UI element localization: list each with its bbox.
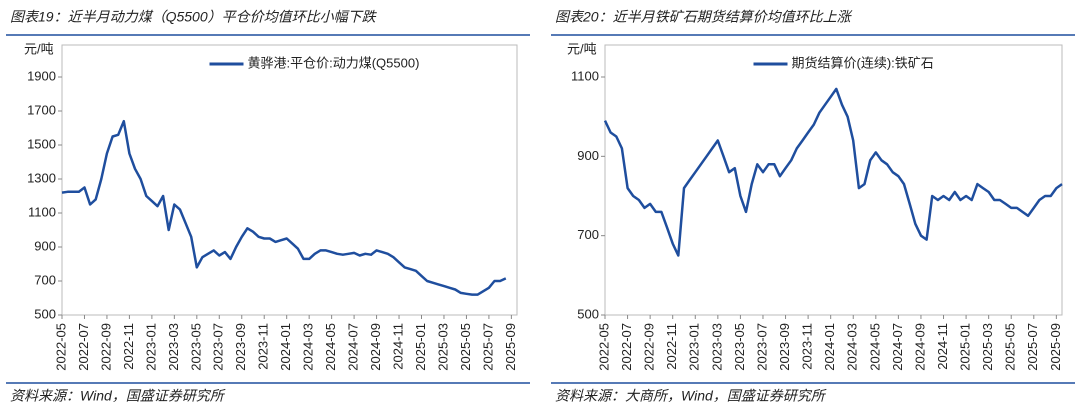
plot-frame xyxy=(604,44,1063,316)
y-tick-label: 1300 xyxy=(27,170,56,185)
x-tick-label: 2024-01 xyxy=(822,323,837,371)
x-tick-label: 2025-03 xyxy=(980,323,995,371)
y-tick-label: 1100 xyxy=(571,68,599,83)
figure-title: 图表19：近半月动力煤（Q5500）平仓价均值环比小幅下跌 xyxy=(10,9,378,25)
y-axis-label: 元/吨 xyxy=(567,41,597,56)
y-tick-label: 500 xyxy=(34,306,56,321)
x-tick-label: 2023-11 xyxy=(256,323,271,370)
x-tick-label: 2025-01 xyxy=(958,323,973,371)
y-tick-label: 900 xyxy=(34,238,56,253)
y-tick-label: 500 xyxy=(577,306,599,321)
figure-title: 图表20：近半月铁矿石期货结算价均值环比上涨 xyxy=(555,9,853,25)
x-tick-label: 2024-01 xyxy=(278,323,293,371)
x-tick-label: 2023-07 xyxy=(754,323,769,371)
x-tick-label: 2022-07 xyxy=(76,323,91,371)
x-tick-label: 2024-03 xyxy=(301,323,316,371)
y-tick-label: 700 xyxy=(34,272,56,287)
x-tick-label: 2024-11 xyxy=(390,323,405,370)
x-tick-label: 2024-09 xyxy=(912,323,927,371)
x-tick-label: 2024-11 xyxy=(935,323,950,370)
x-tick-label: 2022-07 xyxy=(619,323,634,371)
x-tick-label: 2023-05 xyxy=(188,323,203,371)
x-tick-label: 2025-07 xyxy=(1025,323,1040,371)
y-tick-label: 900 xyxy=(577,148,599,163)
x-tick-label: 2024-09 xyxy=(368,323,383,371)
source: 资料来源：大商所，Wind，国盛证券研究所 xyxy=(555,388,827,404)
legend-label: 黄骅港:平仓价:动力煤(Q5500) xyxy=(248,55,420,70)
x-tick-label: 2022-11 xyxy=(664,323,679,370)
x-tick-label: 2024-05 xyxy=(867,323,882,371)
x-tick-label: 2025-05 xyxy=(458,323,473,371)
x-tick-label: 2023-11 xyxy=(800,323,815,370)
y-tick-label: 1500 xyxy=(27,136,56,151)
plot-frame xyxy=(61,44,518,316)
x-tick-label: 2022-09 xyxy=(98,323,113,371)
x-tick-label: 2022-05 xyxy=(596,323,611,371)
source: 资料来源：Wind，国盛证券研究所 xyxy=(10,388,226,404)
x-tick-label: 2025-07 xyxy=(480,323,495,371)
x-tick-label: 2025-01 xyxy=(413,323,428,371)
x-tick-label: 2023-09 xyxy=(777,323,792,371)
x-tick-label: 2023-09 xyxy=(233,323,248,371)
x-tick-label: 2024-05 xyxy=(323,323,338,371)
y-tick-label: 1900 xyxy=(27,68,56,83)
y-axis-label: 元/吨 xyxy=(24,41,54,56)
y-tick-label: 1700 xyxy=(27,102,56,117)
x-tick-label: 2025-09 xyxy=(1048,323,1063,371)
x-tick-label: 2022-11 xyxy=(121,323,136,370)
x-tick-label: 2023-03 xyxy=(166,323,181,371)
x-tick-label: 2024-07 xyxy=(346,323,361,371)
x-tick-label: 2023-05 xyxy=(732,323,747,371)
series-line xyxy=(61,119,507,296)
x-tick-label: 2022-05 xyxy=(53,323,68,371)
series-line xyxy=(603,87,1063,257)
x-tick-label: 2022-09 xyxy=(642,323,657,371)
x-tick-label: 2023-01 xyxy=(143,323,158,371)
y-tick-label: 1100 xyxy=(28,204,56,219)
x-tick-label: 2024-03 xyxy=(845,323,860,371)
x-tick-label: 2025-05 xyxy=(1003,323,1018,371)
x-tick-label: 2023-03 xyxy=(709,323,724,371)
x-tick-label: 2023-01 xyxy=(687,323,702,371)
x-tick-label: 2025-03 xyxy=(435,323,450,371)
legend-label: 期货结算价(连续):铁矿石 xyxy=(792,55,934,70)
x-tick-label: 2025-09 xyxy=(503,323,518,371)
x-tick-label: 2024-07 xyxy=(890,323,905,371)
x-tick-label: 2023-07 xyxy=(211,323,226,371)
y-tick-label: 700 xyxy=(577,227,599,242)
